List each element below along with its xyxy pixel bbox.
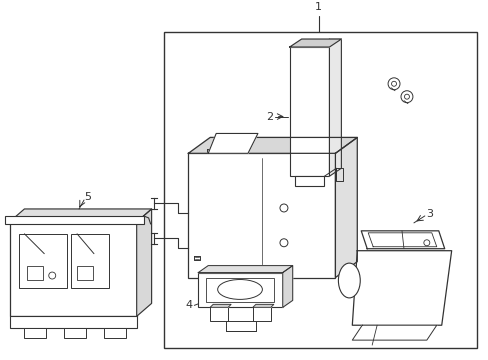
Polygon shape (198, 266, 292, 273)
Bar (77, 266, 93, 279)
Polygon shape (137, 209, 151, 316)
Bar (9, 316, 137, 328)
Text: 5: 5 (84, 192, 91, 202)
Ellipse shape (338, 263, 360, 298)
Polygon shape (335, 138, 357, 278)
Polygon shape (9, 209, 151, 222)
Polygon shape (282, 266, 292, 307)
Bar (71, 234, 109, 288)
Bar (27, 266, 43, 279)
Polygon shape (329, 39, 341, 176)
Bar (188, 153, 335, 278)
Bar (64, 328, 86, 338)
Text: 1: 1 (314, 2, 322, 12)
Bar (20, 234, 67, 288)
Polygon shape (289, 39, 341, 47)
Polygon shape (361, 231, 444, 249)
Text: 2: 2 (266, 112, 273, 122)
Polygon shape (351, 325, 436, 340)
Bar (9, 222, 137, 316)
Bar (24, 328, 46, 338)
Bar (252, 307, 270, 321)
Bar (4, 216, 143, 224)
Bar (163, 32, 475, 348)
Polygon shape (210, 304, 231, 307)
Bar (225, 321, 255, 331)
Polygon shape (252, 304, 273, 307)
Bar (294, 176, 324, 186)
Polygon shape (188, 138, 357, 153)
Text: 4: 4 (185, 300, 192, 310)
Bar (289, 47, 329, 176)
Bar (198, 273, 282, 307)
Polygon shape (351, 251, 451, 325)
Bar (210, 307, 227, 321)
Text: 3: 3 (425, 209, 432, 219)
Bar (103, 328, 125, 338)
Bar (206, 278, 273, 302)
Polygon shape (208, 134, 257, 153)
